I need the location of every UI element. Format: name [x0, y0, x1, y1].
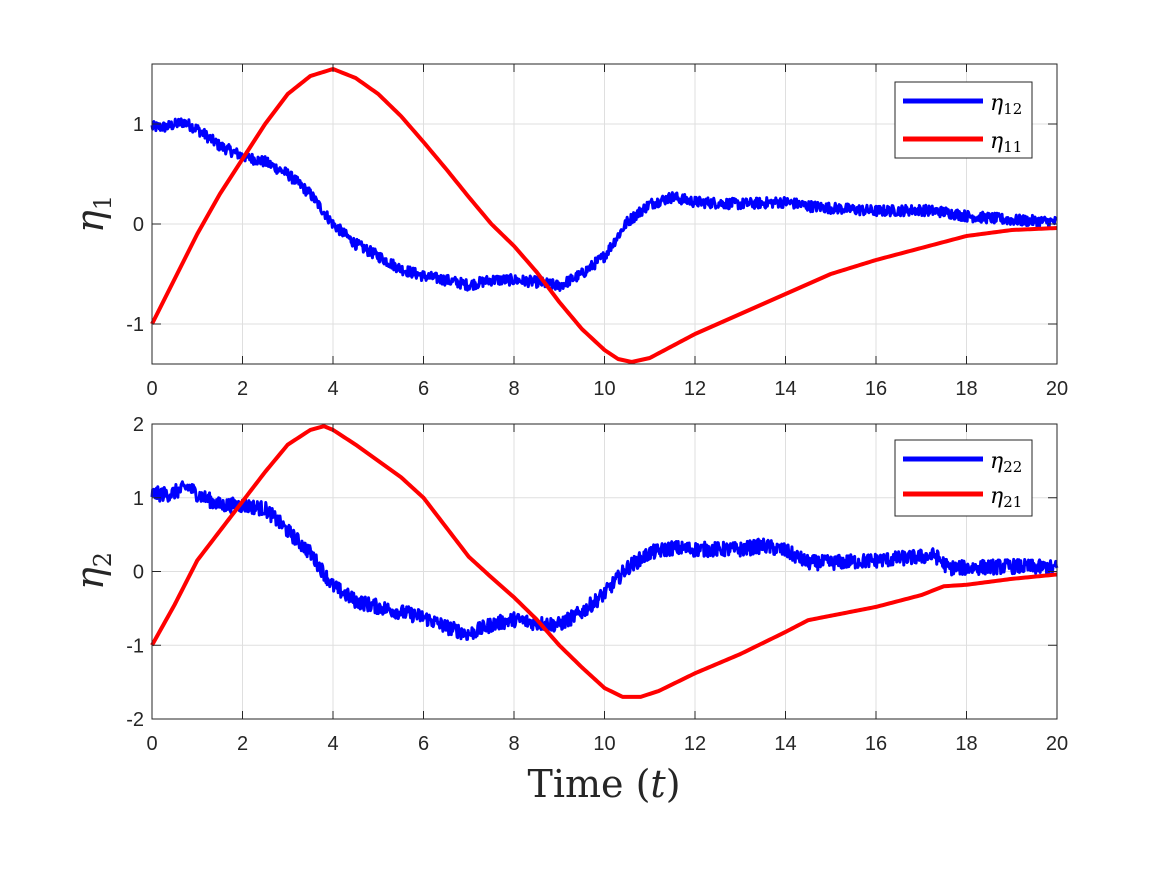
x-tick-label: 0 [146, 378, 157, 400]
legend-top: η12 η11 [894, 81, 1033, 159]
x-tick-label: 2 [237, 378, 248, 400]
series-line-12 [150, 117, 1058, 292]
x-tick-label: 14 [774, 378, 796, 400]
x-tick-label: 16 [865, 733, 887, 755]
y-tick-label: 0 [133, 214, 144, 236]
x-tick-label: 14 [774, 733, 796, 755]
y-tick-label: 1 [133, 488, 144, 510]
x-axis-label: Time (t) [527, 762, 680, 806]
y-tick-label: -1 [126, 635, 144, 657]
x-tick-label: 4 [327, 378, 338, 400]
series-line-21 [150, 424, 1058, 699]
x-tick-label: 2 [237, 733, 248, 755]
series-line-22 [150, 480, 1059, 641]
y-axis-label-bottom: η2 [68, 552, 117, 590]
legend-box-bottom [894, 439, 1033, 517]
x-tick-label: 6 [418, 733, 429, 755]
series-top [150, 67, 1058, 364]
x-tick-label: 4 [327, 733, 338, 755]
legend-label-eta22: η22 [990, 449, 1022, 476]
legend-box-top [894, 81, 1033, 159]
x-tick-label: 12 [684, 733, 706, 755]
y-axis-label-top: η1 [68, 195, 117, 233]
y-tick-label: -1 [126, 314, 144, 336]
x-tick-label: 10 [593, 733, 615, 755]
series-line-11 [150, 67, 1058, 364]
x-tick-label: 8 [508, 378, 519, 400]
legend-label-eta12: η12 [990, 91, 1022, 118]
legend-bottom: η22 η21 [894, 439, 1033, 517]
x-tick-label: 16 [865, 378, 887, 400]
x-tick-label: 18 [955, 733, 977, 755]
series-bottom [150, 424, 1059, 699]
x-tick-label: 20 [1046, 733, 1068, 755]
x-tick-label: 8 [508, 733, 519, 755]
y-tick-label: 2 [133, 414, 144, 436]
legend-label-eta11: η11 [990, 129, 1022, 156]
y-tick-label: -2 [126, 709, 144, 731]
x-tick-label: 0 [146, 733, 157, 755]
x-tick-label: 20 [1046, 378, 1068, 400]
legend-label-eta21: η21 [990, 484, 1022, 511]
x-tick-label: 12 [684, 378, 706, 400]
x-tick-label: 10 [593, 378, 615, 400]
y-tick-label: 1 [133, 114, 144, 136]
x-tick-label: 18 [955, 378, 977, 400]
x-tick-label: 6 [418, 378, 429, 400]
y-tick-label: 0 [133, 562, 144, 584]
